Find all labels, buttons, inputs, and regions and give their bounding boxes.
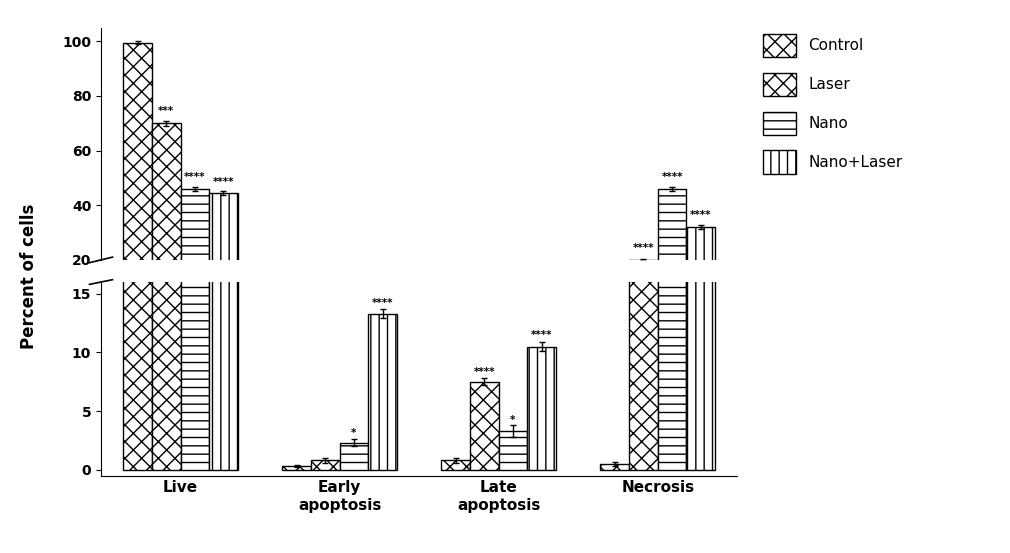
Bar [152,123,181,315]
Bar [441,460,470,469]
Legend: Control, Laser, Nano, Nano+Laser: Control, Laser, Nano, Nano+Laser [756,28,909,180]
Bar [123,43,152,315]
Bar [499,306,527,315]
Bar [369,314,397,469]
Text: ****: **** [184,172,206,182]
Bar [209,193,237,315]
Text: *: * [510,415,516,425]
Text: ****: **** [474,367,495,377]
Bar [658,189,687,315]
Bar [339,443,369,469]
Bar [283,314,311,315]
Bar [283,466,311,469]
Bar [687,95,715,469]
Bar [658,0,687,469]
Text: *: * [351,428,357,438]
Bar [441,312,470,315]
Bar [499,431,527,469]
Bar [181,189,209,315]
Bar [311,312,339,315]
Text: Percent of cells: Percent of cells [20,204,38,349]
Text: ****: **** [372,298,393,308]
Bar [369,278,397,315]
Bar [527,347,556,469]
Bar [152,0,181,469]
Bar [470,382,499,469]
Bar [123,0,152,469]
Bar [601,313,629,315]
Bar [470,294,499,315]
Text: ****: **** [632,243,654,253]
Bar [209,0,237,469]
Bar [601,464,629,469]
Bar [311,460,339,469]
Text: ****: **** [662,172,683,182]
Bar [181,0,209,469]
Text: ****: **** [531,330,552,340]
Bar [527,286,556,315]
Text: ***: *** [159,107,175,117]
Text: ****: **** [213,178,234,187]
Bar [339,308,369,315]
Text: ****: **** [690,210,711,220]
Bar [629,260,658,315]
Bar [629,235,658,469]
Bar [687,227,715,315]
